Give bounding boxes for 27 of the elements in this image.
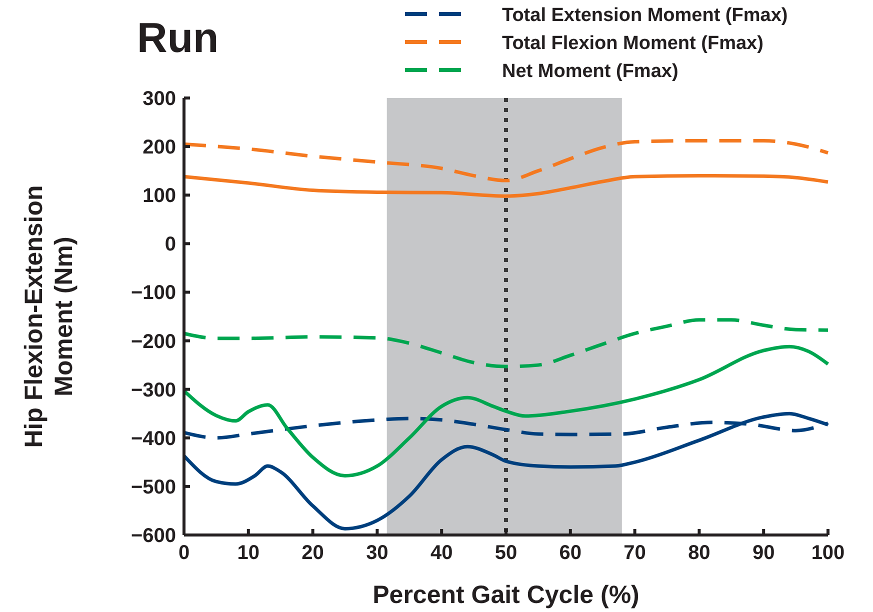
y-tick-label: −200 xyxy=(130,330,176,353)
y-axis-title: Hip Flexion-Extension Moment (Nm) xyxy=(20,185,78,448)
x-tick-label: 40 xyxy=(430,542,453,564)
legend-label: Total Extension Moment (Fmax) xyxy=(502,5,788,26)
x-tick-label: 100 xyxy=(811,542,845,564)
y-tick-label: −500 xyxy=(130,476,176,498)
x-tick-label: 60 xyxy=(559,542,582,564)
y-tick-label: 0 xyxy=(164,234,176,256)
y-tick-label: 200 xyxy=(142,136,176,159)
y-tick-label: 100 xyxy=(142,185,176,208)
x-tick-label: 50 xyxy=(494,542,518,564)
x-tick-label: 20 xyxy=(302,542,324,564)
x-tick-label: 30 xyxy=(366,542,388,564)
y-tick-label: 300 xyxy=(142,88,176,110)
legend-label: Net Moment (Fmax) xyxy=(502,61,678,82)
x-axis-title: Percent Gait Cycle (%) xyxy=(372,581,640,609)
x-tick-label: 90 xyxy=(752,542,775,564)
x-tick-label: 10 xyxy=(237,542,260,564)
legend-label: Total Flexion Moment (Fmax) xyxy=(502,33,764,54)
y-tick-label: −600 xyxy=(130,525,176,547)
chart-title: Run xyxy=(137,14,219,61)
y-tick-label: −100 xyxy=(130,282,176,304)
x-tick-label: 0 xyxy=(178,542,190,564)
x-tick-label: 70 xyxy=(624,542,646,564)
x-tick-label: 80 xyxy=(688,542,710,564)
y-tick-label: −300 xyxy=(130,379,176,402)
y-tick-label: −400 xyxy=(130,428,176,450)
